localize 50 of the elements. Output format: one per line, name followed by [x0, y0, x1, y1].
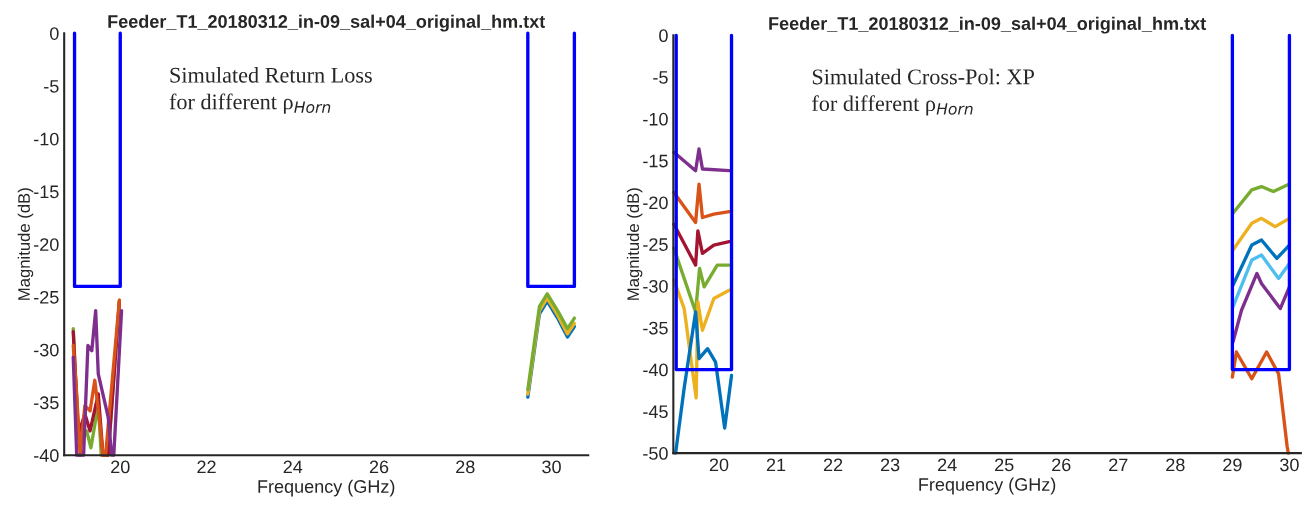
line-series — [672, 222, 731, 267]
annotation: Simulated Cross-Pol: XP for different ρ$_{Horn}$ — [812, 68, 1034, 116]
line-series — [1230, 350, 1290, 455]
x-tick-label: 30 — [1280, 458, 1299, 472]
y-axis-title: Magnitude (dB) — [17, 188, 34, 300]
y-tick-label: -40 — [34, 449, 59, 462]
chart-title: Feeder_T1_20180312_in-09_sal+04_original_hm.txt — [769, 16, 1206, 34]
x-tick-label: 26 — [369, 460, 389, 474]
y-tick-label: -15 — [643, 154, 668, 168]
line-series — [672, 182, 731, 225]
y-tick-label: -25 — [643, 238, 668, 251]
x-tick-label: 22 — [823, 458, 843, 472]
y-tick-label: -25 — [34, 290, 59, 304]
x-tick-label: 26 — [1052, 458, 1071, 472]
line-series — [672, 147, 731, 173]
x-axis-title: Frequency (GHz) — [258, 479, 395, 497]
x-tick-label: 20 — [111, 460, 130, 474]
y-tick-label: -10 — [34, 132, 59, 146]
x-tick-label: 23 — [880, 458, 900, 472]
y-tick-label: -35 — [643, 321, 668, 335]
y-tick-label: -35 — [34, 396, 59, 410]
x-tick-label: 28 — [456, 460, 475, 474]
x-tick-label: 24 — [938, 458, 957, 472]
annotation: Simulated Return Loss for different ρ$_{Horn}$ — [169, 67, 372, 114]
x-tick-label: 20 — [709, 458, 729, 472]
x-tick-label: 29 — [1223, 458, 1242, 472]
y-tick-label: 0 — [49, 27, 59, 40]
x-tick-label: 24 — [283, 460, 303, 474]
line-series — [673, 310, 734, 455]
chart-title: Feeder_T1_20180312_in-09_sal+04_original_hm.txt — [108, 14, 546, 32]
y-tick-label: -30 — [643, 279, 668, 293]
x-tick-label: 28 — [1166, 458, 1185, 472]
x-tick-label: 27 — [1109, 458, 1128, 472]
y-tick-label: -50 — [643, 447, 668, 460]
y-tick-label: -45 — [643, 405, 668, 419]
y-tick-label: 0 — [659, 29, 668, 43]
y-tick-label: -20 — [643, 196, 668, 210]
y-tick-label: -40 — [643, 363, 668, 377]
x-tick-label: 21 — [766, 458, 786, 472]
x-axis-title: Frequency (GHz) — [919, 477, 1056, 495]
x-tick-label: 25 — [995, 458, 1014, 472]
y-tick-label: -5 — [653, 71, 668, 84]
y-tick-label: -20 — [34, 238, 59, 251]
y-tick-label: -10 — [643, 112, 668, 126]
x-tick-label: 22 — [197, 460, 216, 474]
x-tick-label: 30 — [542, 460, 561, 474]
y-axis-title: Magnitude (dB) — [626, 188, 643, 300]
y-tick-label: -30 — [34, 343, 59, 357]
y-tick-label: -15 — [34, 185, 59, 199]
y-tick-label: -5 — [44, 80, 59, 93]
